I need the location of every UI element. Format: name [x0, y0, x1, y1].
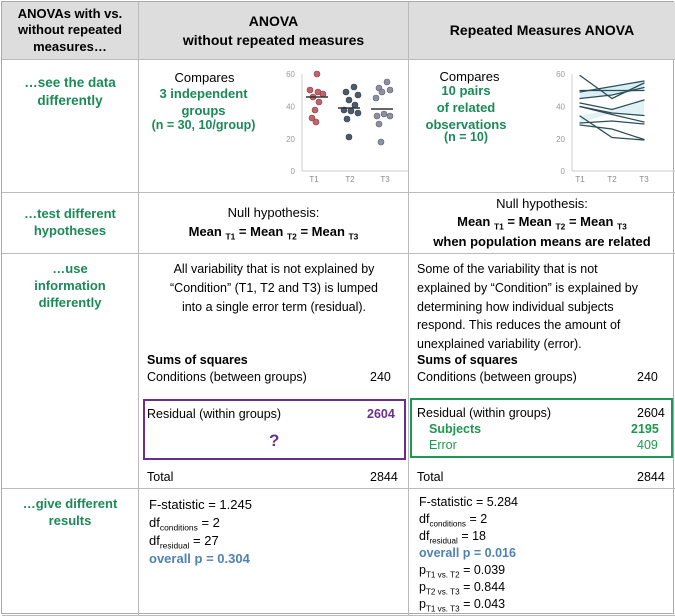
- svg-text:T1: T1: [309, 175, 319, 184]
- svg-text:60: 60: [286, 70, 295, 79]
- svg-text:0: 0: [291, 167, 296, 176]
- svg-text:0: 0: [561, 167, 566, 176]
- svg-text:T2: T2: [607, 175, 617, 184]
- svg-text:T3: T3: [639, 175, 649, 184]
- svg-text:40: 40: [556, 103, 565, 112]
- svg-text:T2: T2: [345, 175, 355, 184]
- svg-text:20: 20: [286, 135, 295, 144]
- svg-text:60: 60: [556, 70, 565, 79]
- svg-text:40: 40: [286, 103, 295, 112]
- svg-text:T1: T1: [575, 175, 585, 184]
- svg-text:20: 20: [556, 135, 565, 144]
- svg-text:T3: T3: [380, 175, 390, 184]
